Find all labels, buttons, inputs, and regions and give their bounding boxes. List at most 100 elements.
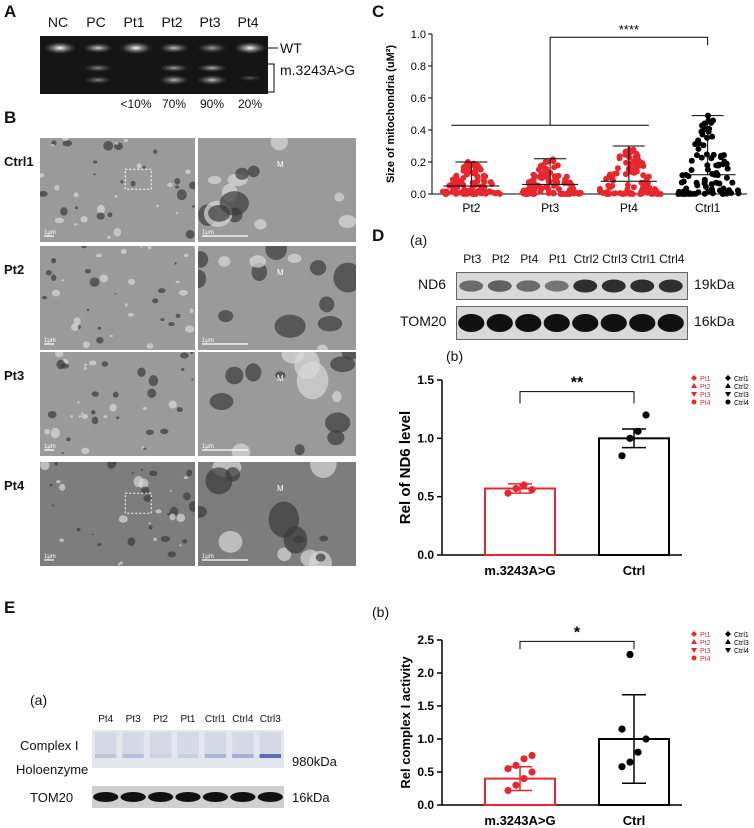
data-point (633, 168, 640, 175)
em-scale-bar-text: 1μm (202, 554, 214, 560)
y-tick-label: 0.0 (411, 189, 426, 201)
data-point (474, 178, 481, 185)
tom20-band (147, 792, 174, 802)
data-point (504, 489, 512, 497)
y-tick-label: 1.0 (411, 29, 426, 41)
data-point (556, 186, 563, 193)
data-point (611, 170, 618, 177)
em-image-overview-2: 1μm (40, 352, 195, 456)
tom20-band (629, 314, 656, 332)
complex-i-gel (92, 730, 284, 768)
data-point (715, 162, 722, 169)
y-tick-label: 0.8 (411, 61, 426, 73)
blot-lane-label-6: Ctrl1 (630, 252, 656, 266)
data-point (610, 190, 617, 197)
data-point (716, 187, 723, 194)
em-texture: 1μm M (198, 246, 356, 350)
legend-label-control: Ctrl3 (734, 392, 749, 399)
legend-marker (691, 383, 697, 388)
data-point (683, 185, 690, 192)
data-point (688, 167, 695, 174)
data-point (698, 154, 705, 161)
data-point (467, 169, 474, 176)
tom20-band (93, 792, 119, 802)
data-point (530, 171, 537, 178)
percentage-label-1: 70% (161, 97, 187, 111)
tom20-band (600, 314, 627, 332)
data-point (690, 190, 697, 197)
legend-marker (725, 399, 731, 405)
panel-e-sub-b: (b) (372, 604, 390, 620)
em-mitochondria-marker: M (277, 268, 284, 277)
data-point (512, 484, 520, 493)
complex-i-band (95, 754, 117, 758)
data-point (528, 184, 535, 191)
bar-1 (598, 437, 670, 556)
y-tick-label: 0.6 (411, 93, 426, 105)
percentage-label-2: 90% (199, 97, 225, 111)
legend-marker (691, 392, 697, 397)
category-label: Ctrl (623, 813, 645, 828)
complex-i-size-label: 980kDa (292, 754, 337, 769)
data-point (688, 157, 695, 164)
pcr-gel-image (40, 36, 268, 94)
data-point (472, 190, 479, 197)
blot-lane-label-e-3: Pt1 (180, 714, 196, 725)
tom20-blot-d (456, 306, 688, 340)
data-point (624, 181, 631, 188)
nd6-blot (456, 272, 688, 300)
blot-lane-label-e-2: Pt2 (153, 714, 169, 725)
data-point (596, 187, 603, 194)
data-point (520, 775, 528, 783)
data-point (560, 190, 567, 197)
em-row-label-3: Pt4 (4, 478, 25, 493)
data-point (678, 179, 685, 186)
y-tick-label: 0.5 (417, 765, 434, 779)
data-point (723, 174, 730, 181)
percentage-label-3: 20% (237, 97, 263, 111)
category-label: Pt2 (462, 201, 480, 215)
data-point (622, 171, 629, 178)
y-axis-label: Rel of ND6 level (397, 411, 414, 524)
legend-label-patient: Pt3 (700, 392, 711, 399)
bar-0 (484, 487, 556, 556)
tom20-band (572, 314, 599, 332)
legend-label-patient: Pt4 (700, 400, 711, 407)
em-texture: 1μm (40, 462, 195, 566)
data-point (645, 173, 652, 180)
mitochondria-size-chart: 0.0 0.2 0.4 0.6 0.8 1.0 Size of mitochondria (… (385, 22, 747, 215)
legend-marker (725, 639, 731, 644)
em-image-zoom-0: 1μm M (198, 138, 356, 242)
data-point (735, 190, 742, 197)
legend-marker (691, 631, 697, 637)
data-point (542, 158, 549, 165)
data-point (549, 156, 556, 163)
data-point (603, 175, 610, 182)
tom20-band (175, 792, 201, 802)
data-point (642, 411, 650, 419)
category-label: Ctrl (623, 563, 645, 578)
tom20-bands-d (458, 314, 684, 332)
data-point (704, 134, 711, 141)
em-image-overview-3: 1μm (40, 462, 195, 566)
nd6-bands (459, 279, 683, 293)
legend-marker (691, 648, 697, 653)
bars (484, 738, 670, 807)
data-point (614, 165, 621, 172)
data-point (619, 190, 626, 197)
em-texture: 1μm (40, 352, 195, 456)
data-point (609, 177, 616, 184)
significance-stars: **** (619, 22, 639, 37)
legend-marker (725, 392, 731, 397)
legend-label-patient: Pt2 (700, 384, 711, 391)
data-point (710, 151, 717, 158)
data-point (472, 169, 479, 176)
legend-marker (691, 639, 697, 644)
data-point (644, 183, 651, 190)
em-scale-bar-text: 1μm (202, 230, 214, 236)
tom20-size-label-e: 16kDa (292, 790, 330, 805)
legend-label-control: Ctrl1 (734, 632, 749, 639)
blot-lane-label-1: Pt2 (491, 252, 510, 266)
